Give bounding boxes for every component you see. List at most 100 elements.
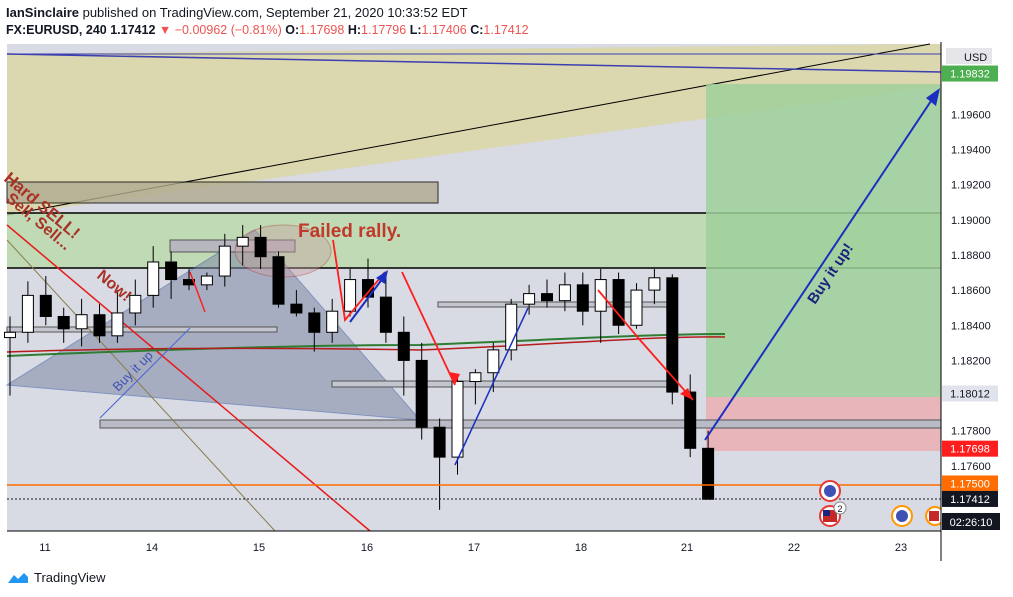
- candle[interactable]: [576, 272, 589, 326]
- candle[interactable]: [433, 418, 446, 510]
- trendline-red-down: [6, 224, 371, 532]
- price-tick: 1.19600: [951, 109, 991, 121]
- candle[interactable]: [200, 272, 213, 291]
- currency-label[interactable]: USD: [964, 52, 987, 64]
- candle[interactable]: [558, 272, 571, 312]
- candle[interactable]: [129, 279, 142, 326]
- candle[interactable]: [39, 276, 52, 326]
- candle[interactable]: [505, 298, 518, 361]
- ma-green: [6, 333, 726, 357]
- countdown-label: 02:26:10: [950, 517, 993, 529]
- high-label: H:: [347, 23, 362, 37]
- time-tick: 14: [146, 542, 158, 554]
- high-value: 1.17796: [361, 23, 407, 37]
- red-arrow-small: [189, 271, 206, 313]
- candle[interactable]: [272, 251, 285, 308]
- candle[interactable]: [630, 283, 643, 329]
- candle[interactable]: [594, 269, 607, 343]
- tradingview-logo-icon[interactable]: [6, 571, 30, 585]
- time-tick: 11: [39, 542, 50, 554]
- symbol-label[interactable]: FX:EURUSD, 240: [6, 23, 107, 37]
- currency-box[interactable]: [946, 48, 992, 64]
- candle[interactable]: [469, 369, 482, 405]
- candle[interactable]: [57, 307, 70, 343]
- price-badge: 1.19832: [942, 65, 998, 82]
- close-value: 1.17412: [483, 23, 529, 37]
- price-badges: 1.19832 1.18012 1.17698 1.17500 1.17412: [942, 65, 998, 507]
- footer-brand[interactable]: TradingView: [34, 570, 106, 585]
- candle[interactable]: [612, 272, 625, 335]
- candle[interactable]: [290, 290, 303, 317]
- candle[interactable]: [218, 233, 231, 287]
- candle[interactable]: [397, 316, 410, 396]
- price-tick: 1.18800: [951, 250, 991, 262]
- bar-mid: [331, 380, 673, 388]
- close-label: C:: [470, 23, 484, 37]
- candles: [4, 225, 715, 510]
- red-arrowhead-1: [449, 372, 460, 385]
- price-badge: 1.18012: [942, 385, 998, 402]
- target-zone: [706, 84, 941, 397]
- time-tick: 17: [468, 542, 480, 554]
- candle[interactable]: [165, 251, 178, 299]
- blue-arrowhead-target: [926, 88, 940, 106]
- eu-event-icon[interactable]: [891, 505, 913, 527]
- red-arrow-drop2: [597, 289, 694, 401]
- candle[interactable]: [666, 274, 679, 405]
- us-flag-event-icon[interactable]: 2: [819, 501, 847, 527]
- candle[interactable]: [684, 374, 697, 458]
- red-arrow-drop1: [401, 271, 456, 386]
- low-label: L:: [409, 23, 422, 37]
- bar-left: [6, 326, 278, 333]
- open-label: O:: [285, 23, 300, 37]
- last-price: 1.17412: [110, 23, 156, 37]
- time-tick-labels: 11 14 15 16 17 18 21 22 23: [39, 542, 907, 554]
- candle[interactable]: [147, 246, 160, 308]
- time-axis[interactable]: [0, 531, 1013, 561]
- candle[interactable]: [344, 269, 357, 317]
- price-badge-label: 1.18012: [950, 388, 990, 400]
- economic-event-icon[interactable]: [819, 480, 841, 502]
- price-badge: 1.17412: [942, 490, 998, 507]
- candle[interactable]: [415, 342, 428, 440]
- candle[interactable]: [308, 307, 321, 352]
- candle[interactable]: [75, 298, 88, 347]
- publish-text: published on TradingView.com, September …: [78, 5, 468, 20]
- price-badge-label: 1.17500: [950, 478, 990, 490]
- time-tick: 21: [681, 542, 693, 554]
- price-badge: 1.17500: [942, 475, 998, 492]
- time-tick: 22: [788, 542, 800, 554]
- price-badge-label: 1.17412: [950, 494, 990, 506]
- footer: TradingView: [6, 570, 106, 585]
- price-tick: 1.18400: [951, 320, 991, 332]
- price-tick: 1.19000: [951, 215, 991, 227]
- time-tick: 15: [253, 542, 265, 554]
- red-arrowhead-2: [680, 388, 693, 400]
- candle[interactable]: [523, 284, 536, 315]
- price-tick: 1.17800: [951, 426, 991, 438]
- candle[interactable]: [379, 276, 392, 343]
- blue-line-left: [99, 327, 191, 419]
- candle[interactable]: [326, 298, 339, 343]
- price-chart[interactable]: Failed rally. Hard SELL! Sell, Sell... N…: [0, 42, 1013, 562]
- publish-info: IanSinclaire published on TradingView.co…: [6, 5, 468, 20]
- candle[interactable]: [236, 225, 249, 266]
- author-name[interactable]: IanSinclaire: [6, 5, 79, 20]
- blue-arrow-small: [349, 273, 387, 323]
- candle[interactable]: [4, 316, 16, 396]
- resistance-box: [6, 181, 439, 204]
- candle[interactable]: [93, 304, 106, 343]
- candle[interactable]: [254, 225, 267, 270]
- candle[interactable]: [21, 281, 34, 343]
- failed-rally-label: Failed rally.: [298, 221, 401, 242]
- price-badge: 1.17698: [942, 440, 998, 457]
- price-tick: 1.18600: [951, 285, 991, 297]
- candle[interactable]: [111, 290, 124, 343]
- price-tick: 1.19400: [951, 144, 991, 156]
- support-bar: [99, 419, 942, 429]
- candle[interactable]: [648, 269, 661, 305]
- time-tick: 18: [575, 542, 587, 554]
- candle[interactable]: [541, 279, 553, 308]
- price-tick: 1.18200: [951, 355, 991, 367]
- trendline-purple: [6, 53, 942, 73]
